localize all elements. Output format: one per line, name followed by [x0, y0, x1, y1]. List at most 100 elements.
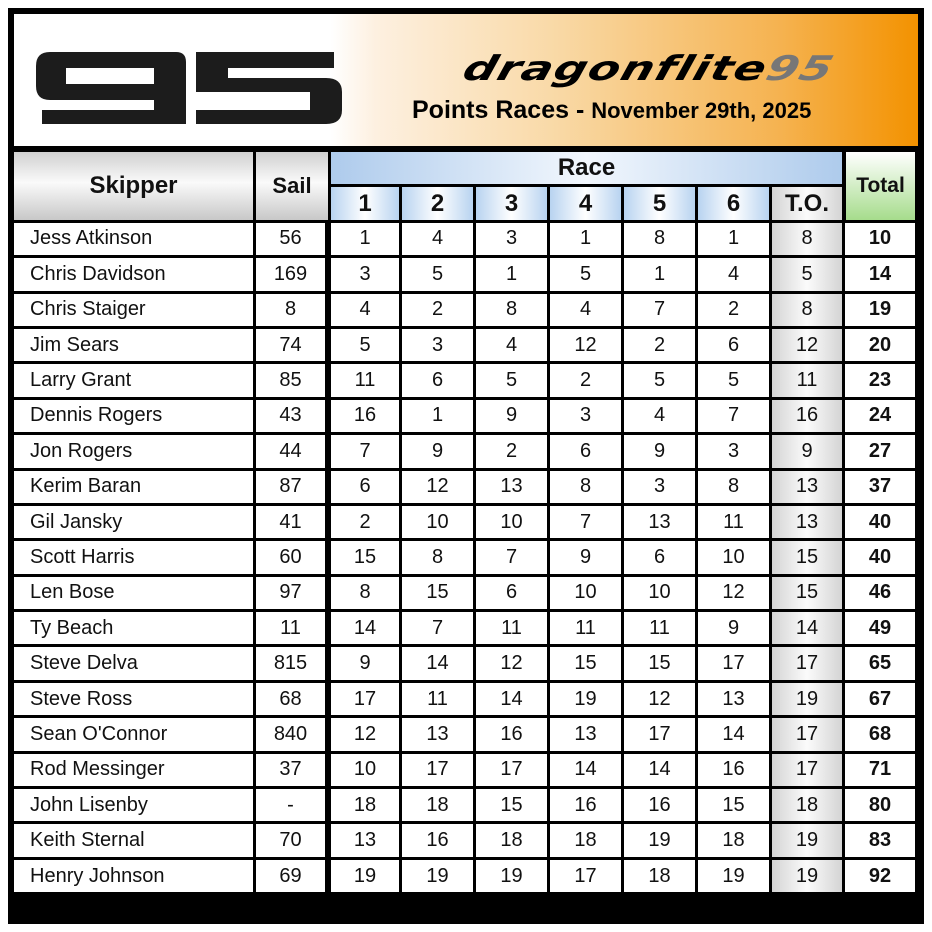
header-race-6: 6 — [698, 187, 769, 220]
race-6-score: 5 — [698, 364, 769, 397]
race-2-score: 4 — [402, 222, 473, 256]
race-6-score: 17 — [698, 647, 769, 680]
race-3-score: 8 — [476, 293, 547, 326]
header-banner: dragonflite95 Points Races - November 29… — [14, 14, 918, 146]
throwout-score: 13 — [772, 470, 842, 503]
skipper-name: Steve Ross — [14, 682, 253, 716]
skipper-name: Ty Beach — [14, 612, 253, 645]
race-2-score: 8 — [402, 541, 473, 574]
race-5-score: 4 — [624, 399, 695, 433]
skipper-name: Chris Davidson — [14, 258, 253, 291]
throwout-score: 18 — [772, 789, 842, 822]
race-2-score: 10 — [402, 505, 473, 539]
total-score: 27 — [845, 435, 915, 468]
throwout-score: 8 — [772, 222, 842, 256]
race-2-score: 19 — [402, 859, 473, 893]
race-1-score: 14 — [331, 612, 399, 645]
skipper-name: Jess Atkinson — [14, 222, 253, 256]
race-3-score: 14 — [476, 682, 547, 716]
race-2-score: 13 — [402, 718, 473, 751]
race-1-score: 16 — [331, 399, 399, 433]
race-3-score: 19 — [476, 859, 547, 893]
race-6-score: 10 — [698, 541, 769, 574]
race-6-score: 7 — [698, 399, 769, 433]
race-6-score: 15 — [698, 789, 769, 822]
sail-number: 41 — [256, 505, 325, 539]
brand-suffix: 95 — [761, 49, 840, 89]
race-5-score: 14 — [624, 753, 695, 787]
race-3-score: 5 — [476, 364, 547, 397]
race-4-score: 7 — [550, 505, 621, 539]
skipper-name: Larry Grant — [14, 364, 253, 397]
race-3-score: 1 — [476, 258, 547, 291]
race-1-score: 8 — [331, 576, 399, 610]
sail-number: 11 — [256, 612, 325, 645]
sail-number: 87 — [256, 470, 325, 503]
race-1-score: 7 — [331, 435, 399, 468]
race-4-score: 8 — [550, 470, 621, 503]
race-2-score: 6 — [402, 364, 473, 397]
header-sail: Sail — [256, 152, 328, 220]
race-3-score: 17 — [476, 753, 547, 787]
race-6-score: 16 — [698, 753, 769, 787]
sail-number: 37 — [256, 753, 325, 787]
race-6-score: 19 — [698, 859, 769, 893]
throwout-score: 17 — [772, 718, 842, 751]
race-2-score: 14 — [402, 647, 473, 680]
sail-number: 74 — [256, 328, 325, 362]
throwout-score: 14 — [772, 612, 842, 645]
race-1-score: 11 — [331, 364, 399, 397]
skipper-name: Rod Messinger — [14, 753, 253, 787]
race-1-score: 12 — [331, 718, 399, 751]
race-4-score: 16 — [550, 789, 621, 822]
race-3-score: 4 — [476, 328, 547, 362]
skipper-name: Jon Rogers — [14, 435, 253, 468]
race-1-score: 4 — [331, 293, 399, 326]
race-4-score: 13 — [550, 718, 621, 751]
race-2-score: 16 — [402, 824, 473, 857]
results-sheet: dragonflite95 Points Races - November 29… — [8, 8, 924, 924]
race-4-score: 9 — [550, 541, 621, 574]
race-4-score: 3 — [550, 399, 621, 433]
skipper-name: John Lisenby — [14, 789, 253, 822]
race-3-score: 13 — [476, 470, 547, 503]
throwout-score: 19 — [772, 682, 842, 716]
race-4-score: 19 — [550, 682, 621, 716]
throwout-score: 15 — [772, 576, 842, 610]
race-6-score: 13 — [698, 682, 769, 716]
race-4-score: 17 — [550, 859, 621, 893]
race-3-score: 2 — [476, 435, 547, 468]
race-1-score: 19 — [331, 859, 399, 893]
race-4-score: 15 — [550, 647, 621, 680]
throwout-score: 5 — [772, 258, 842, 291]
total-score: 68 — [845, 718, 915, 751]
race-4-score: 18 — [550, 824, 621, 857]
throwout-score: 8 — [772, 293, 842, 326]
race-5-score: 18 — [624, 859, 695, 893]
throwout-score: 12 — [772, 328, 842, 362]
sail-number: 815 — [256, 647, 325, 680]
total-score: 19 — [845, 293, 915, 326]
sail-number: 43 — [256, 399, 325, 433]
sail-number: 68 — [256, 682, 325, 716]
skipper-name: Keith Sternal — [14, 824, 253, 857]
race-5-score: 9 — [624, 435, 695, 468]
skipper-name: Dennis Rogers — [14, 399, 253, 433]
race-3-score: 10 — [476, 505, 547, 539]
race-6-score: 6 — [698, 328, 769, 362]
throwout-score: 13 — [772, 505, 842, 539]
total-score: 80 — [845, 789, 915, 822]
race-6-score: 3 — [698, 435, 769, 468]
race-5-score: 15 — [624, 647, 695, 680]
total-score: 20 — [845, 328, 915, 362]
dragonflite-logo: dragonflite95 — [458, 49, 840, 89]
race-5-score: 6 — [624, 541, 695, 574]
event-title: Points Races - — [412, 96, 592, 124]
skipper-name: Gil Jansky — [14, 505, 253, 539]
total-score: 23 — [845, 364, 915, 397]
race-2-score: 18 — [402, 789, 473, 822]
race-5-score: 17 — [624, 718, 695, 751]
sail-number: 69 — [256, 859, 325, 893]
throwout-score: 17 — [772, 647, 842, 680]
race-4-score: 10 — [550, 576, 621, 610]
